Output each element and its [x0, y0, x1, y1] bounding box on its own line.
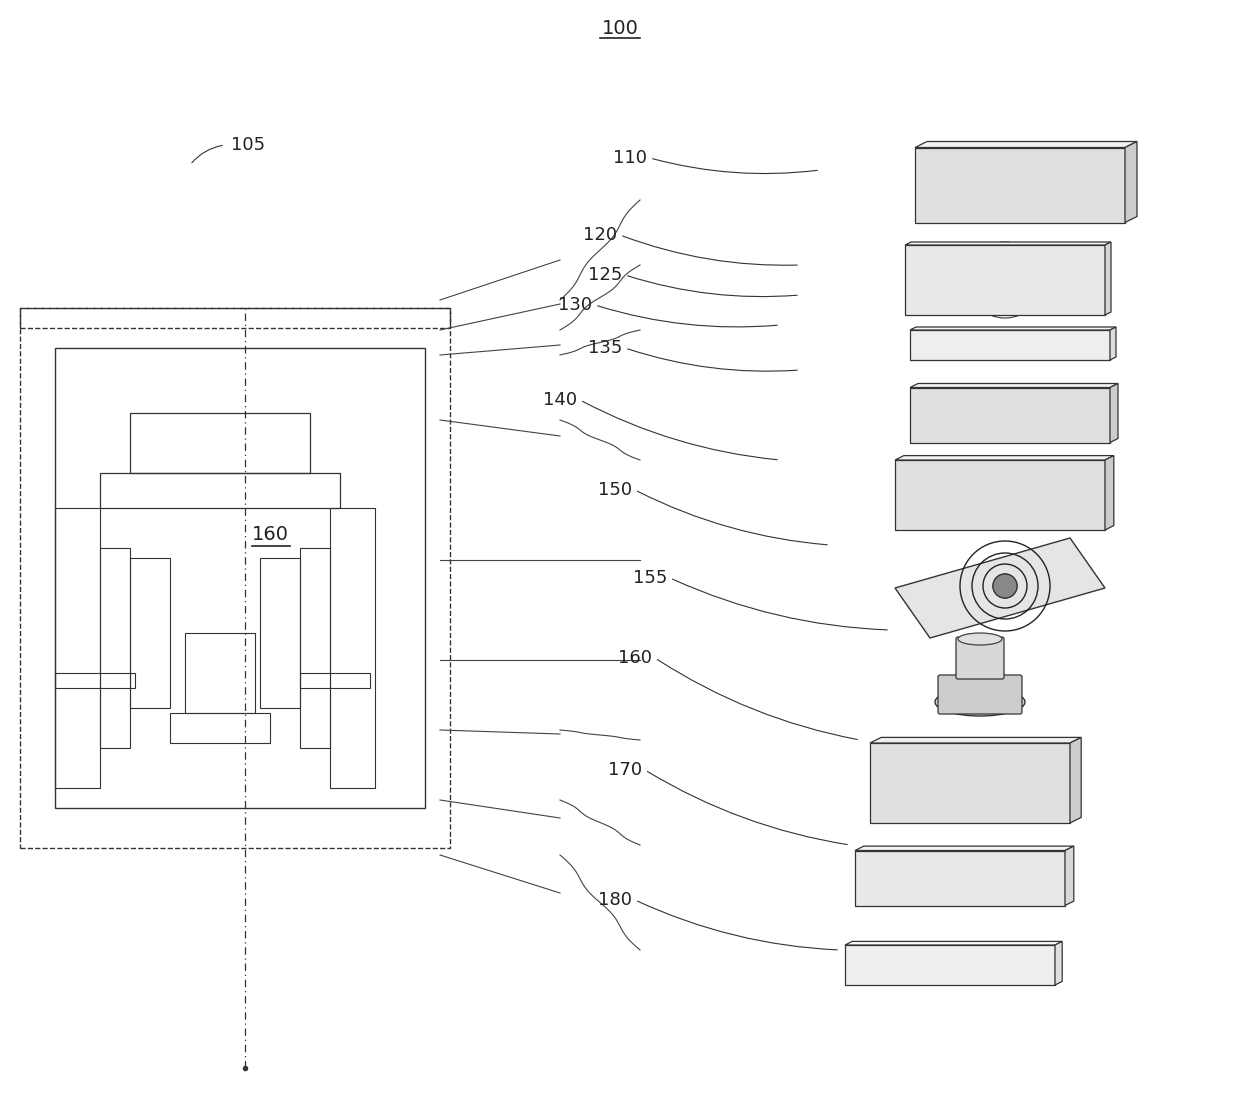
Bar	[960, 405, 1060, 425]
Polygon shape	[895, 538, 1105, 638]
Polygon shape	[870, 738, 1081, 743]
FancyBboxPatch shape	[956, 637, 1004, 679]
Bar	[55, 508, 100, 788]
Bar	[940, 399, 1080, 432]
Polygon shape	[910, 330, 1110, 360]
Polygon shape	[856, 851, 1065, 906]
Ellipse shape	[967, 481, 1033, 509]
Polygon shape	[1065, 847, 1074, 906]
Text: 125: 125	[588, 266, 622, 284]
Text: 110: 110	[613, 149, 647, 167]
Polygon shape	[844, 945, 1055, 985]
Bar	[185, 634, 255, 713]
Circle shape	[994, 270, 1016, 290]
Text: 100: 100	[601, 19, 639, 37]
Polygon shape	[1110, 327, 1116, 360]
Polygon shape	[1105, 242, 1111, 315]
Circle shape	[945, 753, 994, 803]
Bar	[170, 713, 270, 743]
Bar	[20, 309, 450, 328]
Polygon shape	[870, 743, 1070, 824]
Text: 130: 130	[558, 296, 591, 314]
Polygon shape	[895, 460, 1105, 530]
Bar	[888, 860, 911, 896]
Text: 135: 135	[588, 339, 622, 357]
Polygon shape	[1110, 383, 1118, 442]
Bar	[55, 673, 135, 688]
Text: 140: 140	[543, 391, 577, 408]
Text: 180: 180	[598, 890, 632, 909]
Bar	[20, 309, 450, 848]
Bar	[130, 558, 170, 708]
Polygon shape	[910, 327, 1116, 330]
Polygon shape	[905, 245, 1105, 315]
Polygon shape	[844, 941, 1063, 945]
Text: 160: 160	[252, 526, 289, 545]
Ellipse shape	[959, 634, 1002, 645]
Bar	[260, 558, 300, 708]
Bar	[300, 673, 370, 688]
Polygon shape	[978, 176, 1061, 194]
Polygon shape	[915, 142, 1137, 147]
Polygon shape	[910, 388, 1110, 442]
Text: 155: 155	[632, 569, 667, 587]
Polygon shape	[905, 242, 1111, 245]
Text: 105: 105	[231, 136, 265, 154]
Bar	[55, 348, 425, 808]
Text: 150: 150	[598, 481, 632, 498]
Polygon shape	[1055, 941, 1063, 985]
Polygon shape	[1125, 142, 1137, 223]
Polygon shape	[915, 147, 1125, 223]
FancyBboxPatch shape	[937, 675, 1022, 714]
Ellipse shape	[955, 475, 1045, 515]
Text: 160: 160	[618, 649, 652, 666]
Bar	[955, 335, 1065, 355]
Text: 120: 120	[583, 226, 618, 244]
Polygon shape	[895, 456, 1114, 460]
Bar	[300, 548, 330, 748]
Bar	[1008, 860, 1032, 896]
Polygon shape	[1105, 456, 1114, 530]
Polygon shape	[856, 847, 1074, 851]
Ellipse shape	[935, 688, 1025, 716]
FancyBboxPatch shape	[967, 165, 1073, 205]
Bar	[130, 413, 310, 473]
Bar	[100, 548, 130, 748]
Polygon shape	[910, 383, 1118, 388]
Circle shape	[993, 574, 1017, 598]
Polygon shape	[1070, 738, 1081, 824]
Text: 170: 170	[608, 761, 642, 778]
Bar	[330, 508, 374, 788]
Bar	[100, 473, 340, 508]
